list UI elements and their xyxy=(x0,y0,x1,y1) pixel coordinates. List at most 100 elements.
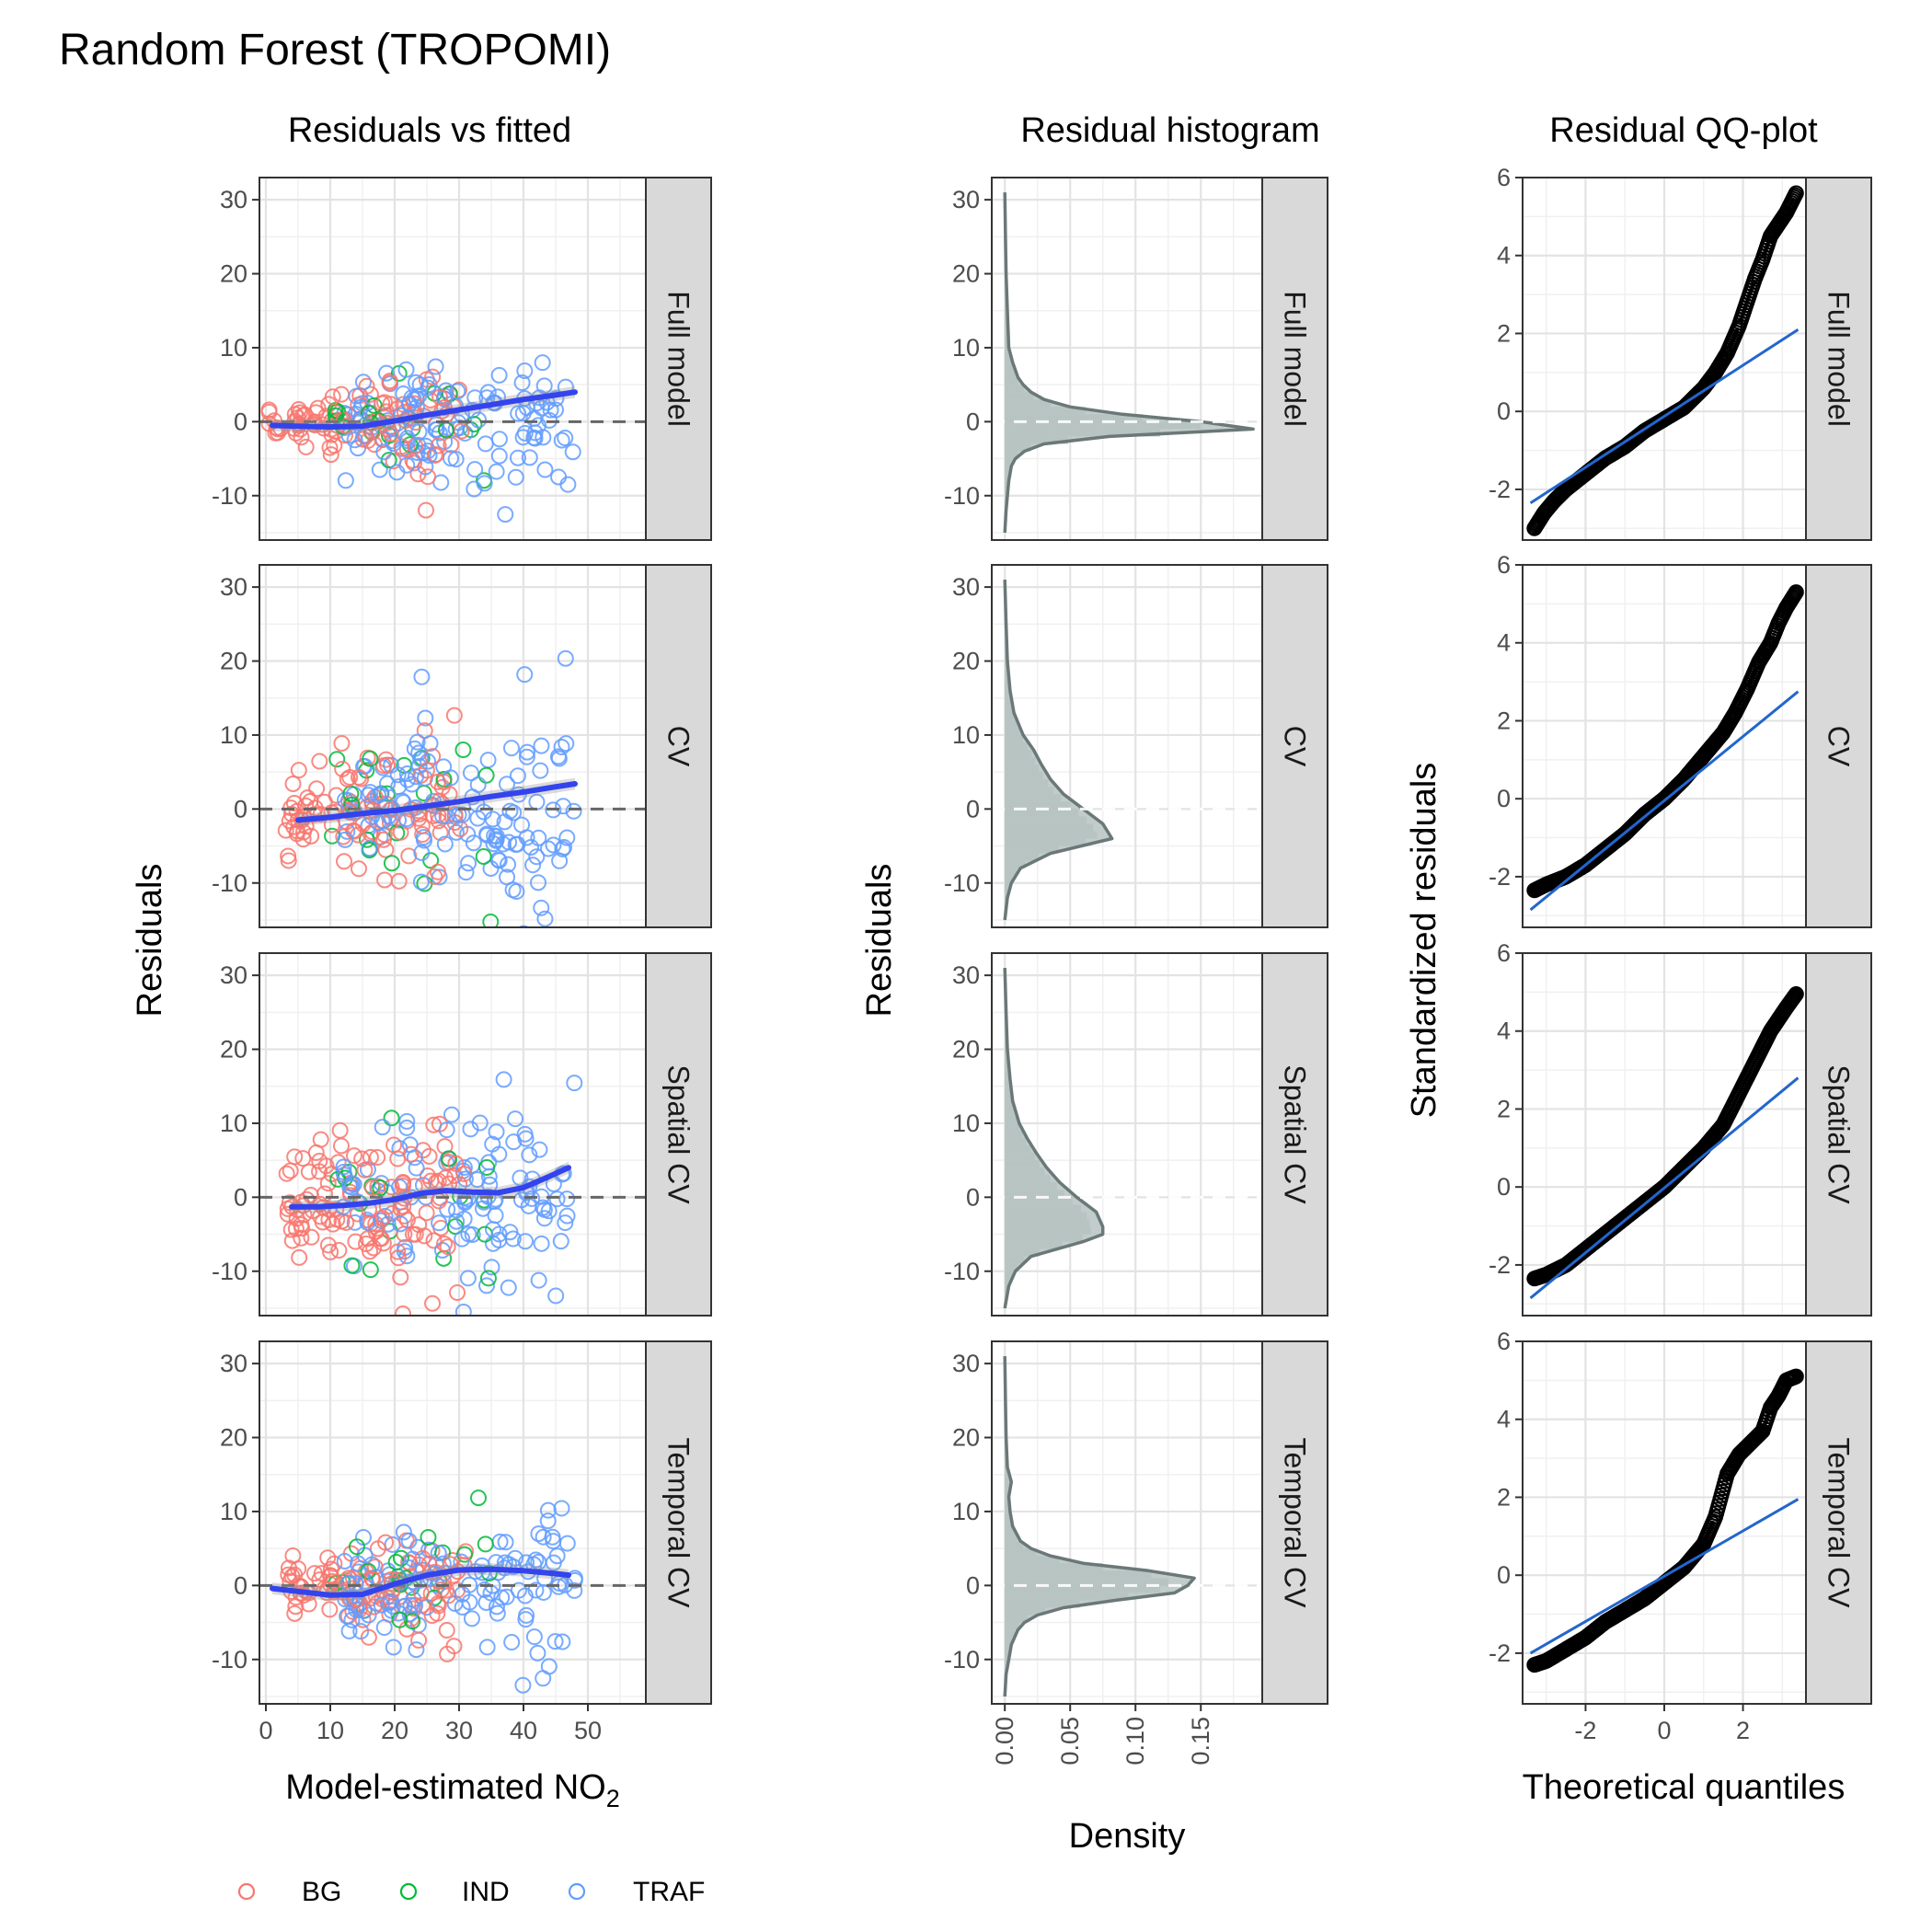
scatter-point-traf xyxy=(557,429,574,446)
y-tick-label: 20 xyxy=(952,1036,980,1064)
scatter-point-bg xyxy=(331,1121,349,1139)
scatter-point-traf xyxy=(546,1633,564,1650)
y-tick-label: 30 xyxy=(952,573,980,601)
scatter-point-ind xyxy=(482,914,500,927)
scatter-point-traf xyxy=(518,829,535,846)
scatter-point-bg xyxy=(429,773,446,790)
scatter-point-ind xyxy=(420,1528,437,1546)
y-tick-label: 0 xyxy=(234,1183,247,1211)
scatter-point-ind xyxy=(391,1611,408,1628)
panel-border xyxy=(259,564,647,928)
scatter-point-traf xyxy=(447,451,465,468)
scatter-point-bg xyxy=(392,1269,409,1286)
density-line xyxy=(1003,580,1114,921)
scatter-point-traf xyxy=(489,1598,506,1616)
scatter-point-bg xyxy=(424,368,442,385)
panel-1-3: -10 0 10 20 30 Temporal CV xyxy=(944,1340,1328,1705)
scatter-point-traf xyxy=(499,868,516,886)
scatter-point-bg xyxy=(424,1294,442,1312)
y-tick-label: 4 xyxy=(1497,629,1511,657)
scatter-point-traf xyxy=(536,461,554,478)
scatter-point-bg xyxy=(451,381,468,398)
scatter-point-traf xyxy=(509,449,526,466)
scatter-point-traf xyxy=(379,1215,397,1233)
scatter-point-bg xyxy=(374,1235,392,1252)
scatter-point-ind xyxy=(362,1261,379,1279)
scatter-point-bg xyxy=(414,1549,431,1567)
scatter-point-bg xyxy=(439,1645,456,1662)
scatter-point-ind xyxy=(348,1538,365,1556)
y-tick-label: -2 xyxy=(1489,863,1511,891)
y-tick-label: 10 xyxy=(952,334,980,362)
panel-border xyxy=(991,952,1263,1317)
scatter-point-bg xyxy=(447,1155,465,1172)
strip-background xyxy=(645,177,712,541)
strip-background xyxy=(645,1340,712,1705)
y-tick-label: 2 xyxy=(1497,1483,1511,1511)
y-tick-label: -10 xyxy=(944,482,980,510)
scatter-point-traf xyxy=(420,446,438,464)
scatter-point-bg xyxy=(369,1149,386,1167)
scatter-point-traf xyxy=(532,762,549,779)
scatter-point-traf xyxy=(462,765,479,782)
strip-label: CV xyxy=(1823,726,1856,767)
scatter-point-bg xyxy=(445,707,463,724)
scatter-point-traf xyxy=(395,1524,412,1541)
scatter-point-bg xyxy=(284,1547,302,1564)
panel-0-2: -10 0 10 20 30 Spatial CV xyxy=(212,952,712,1317)
scatter-point-traf xyxy=(498,776,515,793)
scatter-point-bg xyxy=(353,1150,371,1167)
scatter-point-traf xyxy=(500,1279,517,1296)
scatter-point-bg xyxy=(418,501,435,519)
legend-key-bg xyxy=(237,1882,256,1901)
y-tick-label: 2 xyxy=(1497,319,1511,347)
scatter-point-bg xyxy=(364,1179,382,1197)
strip-background xyxy=(645,564,712,928)
strip-background xyxy=(1805,564,1872,928)
scatter-point-traf xyxy=(478,825,496,843)
scatter-point-traf xyxy=(466,461,484,478)
panel-2-2: -2 0 2 4 6 Spatial CV xyxy=(1489,939,1872,1317)
scatter-point-traf xyxy=(400,1558,418,1576)
scatter-point-bg xyxy=(394,1305,411,1316)
scatter-point-bg xyxy=(350,768,367,786)
scatter-point-traf xyxy=(505,1133,523,1151)
scatter-point-traf xyxy=(436,835,454,853)
scatter-point-traf xyxy=(487,1207,504,1225)
legend-label: BG xyxy=(302,1877,341,1907)
scatter-point-ind xyxy=(372,1179,389,1196)
y-tick-label: -2 xyxy=(1489,476,1511,503)
qq-point xyxy=(1788,1368,1804,1385)
scatter-point-bg xyxy=(321,439,339,456)
qq-points xyxy=(1526,985,1804,1300)
y-tick-label: -10 xyxy=(212,482,247,510)
y-tick-label: 10 xyxy=(952,1498,980,1525)
scatter-point-traf xyxy=(490,852,508,869)
scatter-point-traf xyxy=(525,429,543,446)
scatter-point-traf xyxy=(518,925,530,927)
scatter-point-ind xyxy=(470,1489,487,1507)
y-tick-label: 0 xyxy=(1497,397,1511,425)
scatter-point-bg xyxy=(430,812,447,830)
scatter-point-traf xyxy=(468,1171,486,1189)
scatter-point-traf xyxy=(516,1125,534,1143)
panel-border xyxy=(259,177,647,541)
scatter-point-traf xyxy=(354,374,372,391)
y-tick-label: 0 xyxy=(966,1183,980,1211)
scatter-point-traf xyxy=(552,1233,569,1250)
scatter-point-ind xyxy=(380,452,397,469)
scatter-point-traf xyxy=(412,873,430,891)
strip-label: Spatial CV xyxy=(1279,1064,1312,1204)
scatter-point-traf xyxy=(398,1112,416,1130)
scatter-point-traf xyxy=(507,1110,524,1128)
scatter-point-traf xyxy=(454,1303,472,1316)
scatter-point-traf xyxy=(495,1071,512,1088)
y-tick-label: 4 xyxy=(1497,1018,1511,1045)
scatter-point-traf xyxy=(337,1591,354,1608)
scatter-point-bg xyxy=(358,377,375,395)
scatter-point-traf xyxy=(516,666,534,684)
strip-label: Spatial CV xyxy=(1823,1064,1856,1204)
y-tick-label: 0 xyxy=(966,795,980,822)
scatter-point-traf xyxy=(531,1141,548,1158)
scatter-point-traf xyxy=(410,423,428,441)
